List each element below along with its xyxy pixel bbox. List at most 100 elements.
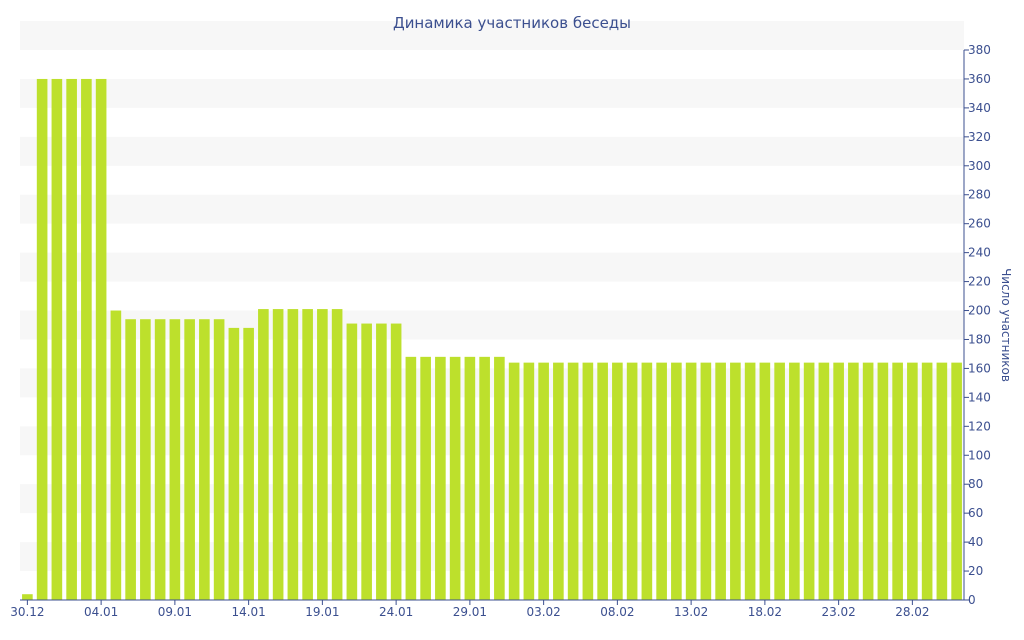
bar: [494, 356, 505, 600]
y-tick-label: 140: [968, 390, 991, 404]
bar: [435, 356, 446, 600]
x-tick-label: 14.01: [231, 605, 265, 619]
bar: [715, 362, 726, 600]
bar: [154, 319, 166, 600]
bar: [272, 309, 284, 600]
y-tick-label: 160: [968, 361, 991, 375]
bar: [243, 327, 254, 600]
x-tick-label: 23.02: [821, 605, 855, 619]
x-tick-label: 29.01: [453, 605, 487, 619]
bar: [81, 78, 92, 600]
bar: [376, 323, 387, 600]
x-tick-label: 13.02: [674, 605, 708, 619]
bar: [803, 362, 815, 600]
bar: [862, 362, 874, 600]
bar: [671, 362, 682, 600]
y-tick-label: 360: [968, 72, 991, 86]
bar: [597, 362, 608, 600]
x-tick-label: 03.02: [526, 605, 560, 619]
y-tick-label: 200: [968, 304, 991, 318]
y-tick-label: 300: [968, 159, 991, 173]
grid-band: [20, 21, 964, 50]
bar: [553, 362, 564, 600]
x-tick-label: 08.02: [600, 605, 634, 619]
grid-band: [20, 252, 964, 282]
bar: [538, 362, 549, 600]
x-tick-label: 30.12: [10, 605, 44, 619]
bar: [287, 309, 299, 600]
bar: [464, 356, 476, 600]
y-tick-label: 0: [968, 593, 976, 607]
bar: [907, 362, 918, 600]
bar: [479, 356, 490, 600]
bar: [730, 362, 741, 600]
y-axis-title: Число участников: [999, 268, 1013, 382]
bar: [774, 362, 785, 600]
bar: [184, 319, 195, 600]
bar: [641, 362, 653, 600]
bar: [66, 78, 77, 600]
bar: [140, 319, 151, 600]
bar: [361, 323, 372, 600]
bar: [759, 362, 771, 600]
x-tick-label: 09.01: [158, 605, 192, 619]
bar: [51, 78, 63, 600]
x-tick-label: 28.02: [895, 605, 929, 619]
bar: [390, 323, 402, 600]
bar: [877, 362, 889, 600]
bar: [936, 362, 948, 600]
bar: [508, 362, 520, 600]
bar: [302, 309, 313, 600]
bar: [199, 319, 210, 600]
y-tick-label: 240: [968, 246, 991, 260]
bar: [685, 362, 697, 600]
y-tick-label: 80: [968, 477, 983, 491]
bar: [405, 356, 417, 600]
bar: [125, 319, 136, 600]
x-tick-label: 24.01: [379, 605, 413, 619]
y-tick-label: 220: [968, 275, 991, 289]
bar: [169, 319, 181, 600]
x-axis-ticks: 30.12 04.01 09.01 14.01 19.01 24.01 29.01 03.02…: [10, 600, 930, 619]
y-tick-label: 20: [968, 564, 983, 578]
y-tick-label: 180: [968, 332, 991, 346]
bar: [420, 356, 431, 600]
bar: [818, 362, 830, 600]
chart-title: Динамика участников беседы: [393, 14, 631, 32]
bar: [36, 78, 48, 600]
bar: [523, 362, 535, 600]
y-tick-label: 280: [968, 188, 991, 202]
y-tick-label: 120: [968, 419, 991, 433]
bar: [449, 356, 461, 600]
bar: [213, 319, 225, 600]
y-tick-label: 60: [968, 506, 983, 520]
bar: [848, 362, 859, 600]
y-axis-ticks: 0 20 40 60 80 100 120 140 160 180 200 220 240 260 280 3…: [964, 43, 991, 607]
bar: [95, 78, 107, 600]
bar: [317, 309, 328, 600]
bar: [567, 362, 579, 600]
bar: [582, 362, 594, 600]
y-tick-label: 260: [968, 217, 991, 231]
x-tick-label: 04.01: [84, 605, 118, 619]
bar: [833, 362, 844, 600]
grid-band: [20, 136, 964, 166]
y-tick-label: 40: [968, 535, 983, 549]
bar: [228, 327, 240, 600]
bar: [346, 323, 358, 600]
x-tick-label: 19.01: [305, 605, 339, 619]
y-tick-label: 320: [968, 130, 991, 144]
bar: [656, 362, 667, 600]
bar: [22, 594, 33, 600]
bar: [744, 362, 756, 600]
bar: [110, 310, 122, 600]
grid-band: [20, 194, 964, 224]
bar: [612, 362, 623, 600]
bar: [626, 362, 638, 600]
bar: [789, 362, 800, 600]
grid-band: [20, 78, 964, 108]
x-tick-label: 18.02: [748, 605, 782, 619]
bar: [258, 309, 269, 600]
y-tick-label: 100: [968, 448, 991, 462]
